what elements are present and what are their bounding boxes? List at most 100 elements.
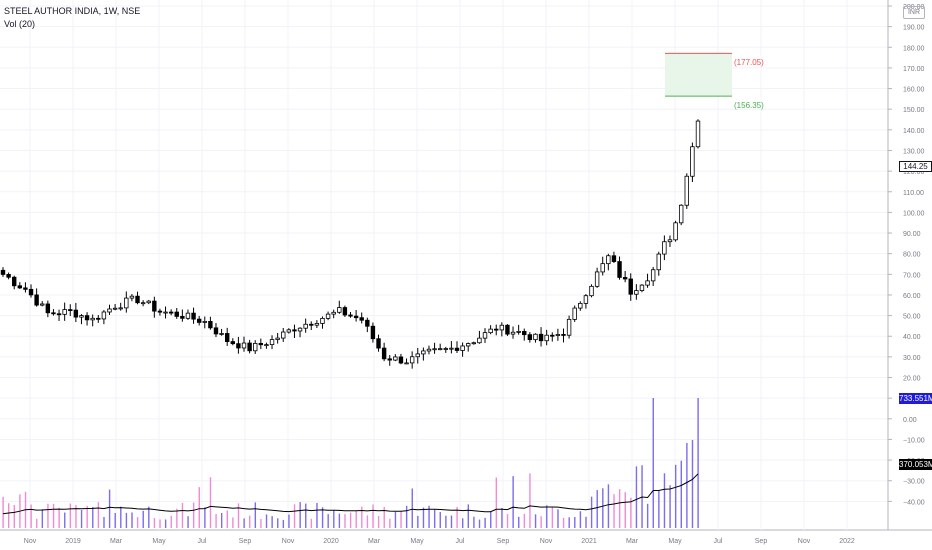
candle-body[interactable] <box>622 277 628 280</box>
candle-body[interactable] <box>12 276 17 287</box>
candle-body[interactable] <box>578 302 583 309</box>
candle-body[interactable] <box>191 312 196 320</box>
candle-body[interactable] <box>583 295 589 304</box>
candle-body[interactable] <box>309 323 314 326</box>
candle-body[interactable] <box>639 284 645 291</box>
candle-body[interactable] <box>180 315 185 319</box>
candle-body[interactable] <box>527 334 533 341</box>
candle-body[interactable] <box>129 295 135 299</box>
candle-body[interactable] <box>202 321 207 323</box>
symbol-title[interactable]: STEEL AUTHOR INDIA, 1W, NSE <box>4 6 141 16</box>
candle-body[interactable] <box>415 353 420 358</box>
candle-body[interactable] <box>40 303 45 306</box>
candle-body[interactable] <box>73 309 79 318</box>
candle-body[interactable] <box>522 331 527 336</box>
candle-body[interactable] <box>303 323 308 329</box>
candle-body[interactable] <box>258 342 264 346</box>
candle-body[interactable] <box>650 269 656 282</box>
candle-body[interactable] <box>533 333 538 341</box>
candle-body[interactable] <box>325 313 331 319</box>
candle-body[interactable] <box>168 311 174 314</box>
candle-body[interactable] <box>45 303 51 314</box>
candle-body[interactable] <box>196 318 202 323</box>
candle-body[interactable] <box>208 321 213 329</box>
candle-body[interactable] <box>628 278 633 295</box>
candle-body[interactable] <box>600 263 605 273</box>
candle-body[interactable] <box>393 356 398 361</box>
candle-body[interactable] <box>174 311 179 317</box>
candle-body[interactable] <box>56 313 62 316</box>
candle-body[interactable] <box>667 239 673 243</box>
candle-body[interactable] <box>426 348 432 352</box>
candle-body[interactable] <box>62 309 67 315</box>
candle-body[interactable] <box>286 329 292 333</box>
candle-body[interactable] <box>140 302 146 305</box>
candle-body[interactable] <box>124 297 129 309</box>
candle-body[interactable] <box>0 269 6 275</box>
candle-body[interactable] <box>51 312 56 315</box>
candle-body[interactable] <box>538 333 544 342</box>
candle-body[interactable] <box>247 342 252 352</box>
candle-body[interactable] <box>611 255 617 262</box>
candle-body[interactable] <box>482 332 488 339</box>
candle-body[interactable] <box>353 315 359 319</box>
candle-body[interactable] <box>146 300 151 304</box>
candle-body[interactable] <box>460 345 465 351</box>
candle-body[interactable] <box>544 334 549 342</box>
candle-body[interactable] <box>275 337 280 340</box>
candle-body[interactable] <box>342 307 348 316</box>
candle-body[interactable] <box>589 285 594 297</box>
candle-body[interactable] <box>157 310 163 313</box>
candle-body[interactable] <box>17 285 23 289</box>
candle-body[interactable] <box>678 204 684 224</box>
candle-body[interactable] <box>185 312 191 319</box>
candle-body[interactable] <box>135 295 140 304</box>
candle-body[interactable] <box>656 253 661 271</box>
candle-body[interactable] <box>421 350 426 355</box>
candle-body[interactable] <box>566 318 572 336</box>
candle-body[interactable] <box>499 324 505 331</box>
candle-body[interactable] <box>264 344 269 347</box>
candle-body[interactable] <box>370 325 376 340</box>
candle-body[interactable] <box>488 328 493 334</box>
candle-body[interactable] <box>387 358 392 361</box>
candle-body[interactable] <box>79 315 84 318</box>
candle-body[interactable] <box>449 347 454 350</box>
candle-body[interactable] <box>236 343 241 349</box>
candle-body[interactable] <box>466 343 471 347</box>
candle-body[interactable] <box>163 311 168 314</box>
volume-indicator-label[interactable]: Vol (20) <box>4 19 36 29</box>
candle-body[interactable] <box>224 333 230 342</box>
candle-body[interactable] <box>510 331 516 335</box>
candle-body[interactable] <box>494 328 499 331</box>
candle-body[interactable] <box>617 261 622 278</box>
candle-body[interactable] <box>555 334 561 336</box>
candle-body[interactable] <box>84 315 90 321</box>
candle-body[interactable] <box>107 308 112 313</box>
candle-body[interactable] <box>477 337 482 344</box>
candle-body[interactable] <box>634 290 639 295</box>
candle-body[interactable] <box>213 327 219 335</box>
candle-body[interactable] <box>34 294 39 306</box>
candle-body[interactable] <box>365 319 370 327</box>
candle-body[interactable] <box>381 347 387 360</box>
candle-body[interactable] <box>454 347 460 351</box>
candle-body[interactable] <box>409 356 415 364</box>
candle-body[interactable] <box>516 331 521 333</box>
candle-body[interactable] <box>96 317 101 320</box>
candle-body[interactable] <box>398 356 404 364</box>
candle-body[interactable] <box>673 222 678 241</box>
candle-body[interactable] <box>348 314 353 317</box>
candle-body[interactable] <box>471 342 477 345</box>
candle-body[interactable] <box>112 307 118 310</box>
candle-body[interactable] <box>28 288 34 296</box>
candle-body[interactable] <box>376 338 381 349</box>
candle-body[interactable] <box>253 342 258 352</box>
candle-body[interactable] <box>645 280 650 286</box>
candle-body[interactable] <box>241 342 247 349</box>
candle-body[interactable] <box>443 348 448 350</box>
candle-body[interactable] <box>292 329 297 332</box>
candle-body[interactable] <box>606 255 611 265</box>
